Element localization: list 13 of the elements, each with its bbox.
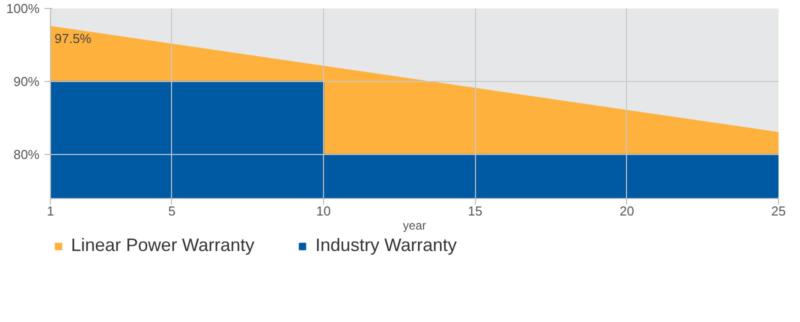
x-tick-label: 15 — [468, 204, 482, 218]
x-axis-title: year — [402, 218, 426, 232]
y-tick-label: 80% — [13, 147, 40, 162]
x-tick-label: 5 — [168, 204, 176, 218]
x-tick-label: 25 — [771, 204, 786, 218]
y-tick-label: 100% — [6, 1, 40, 16]
legend-label: Linear Power Warranty — [71, 235, 254, 256]
y-tick-label: 90% — [13, 74, 40, 90]
x-tick-label: 10 — [316, 204, 331, 218]
x-tick-label: 1 — [46, 204, 54, 218]
annotation: 97.5% — [54, 30, 92, 46]
legend-label: Industry Warranty — [315, 235, 457, 256]
x-tick-label: 20 — [620, 204, 634, 218]
